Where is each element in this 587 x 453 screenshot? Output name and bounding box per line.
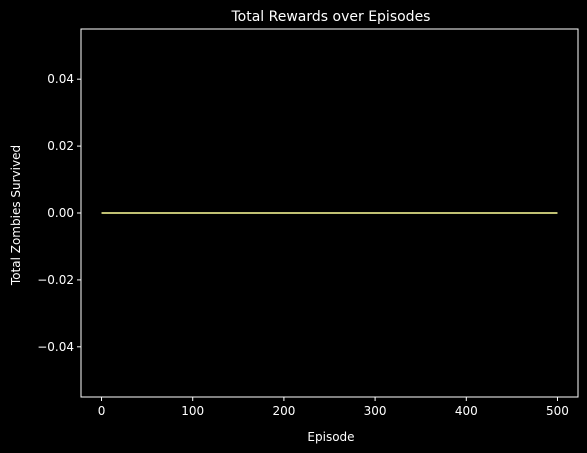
y-tick-label: 0.02 bbox=[47, 139, 74, 153]
y-axis-label: Total Zombies Survived bbox=[9, 145, 23, 286]
y-tick-label: 0.04 bbox=[47, 72, 74, 86]
x-tick-label: 400 bbox=[455, 404, 478, 418]
x-tick-label: 200 bbox=[272, 404, 295, 418]
x-tick-label: 100 bbox=[181, 404, 204, 418]
x-tick-label: 300 bbox=[364, 404, 387, 418]
x-tick-label: 0 bbox=[98, 404, 106, 418]
x-axis-ticks: 0 100 200 300 400 500 bbox=[98, 397, 569, 418]
y-tick-label: −0.04 bbox=[37, 340, 74, 354]
x-tick-label: 500 bbox=[546, 404, 569, 418]
y-tick-label: 0.00 bbox=[47, 206, 74, 220]
chart-title: Total Rewards over Episodes bbox=[231, 9, 431, 25]
y-tick-label: −0.02 bbox=[37, 273, 74, 287]
y-axis-ticks: 0.04 0.02 0.00 −0.02 −0.04 bbox=[37, 72, 81, 354]
x-axis-label: Episode bbox=[307, 430, 354, 444]
